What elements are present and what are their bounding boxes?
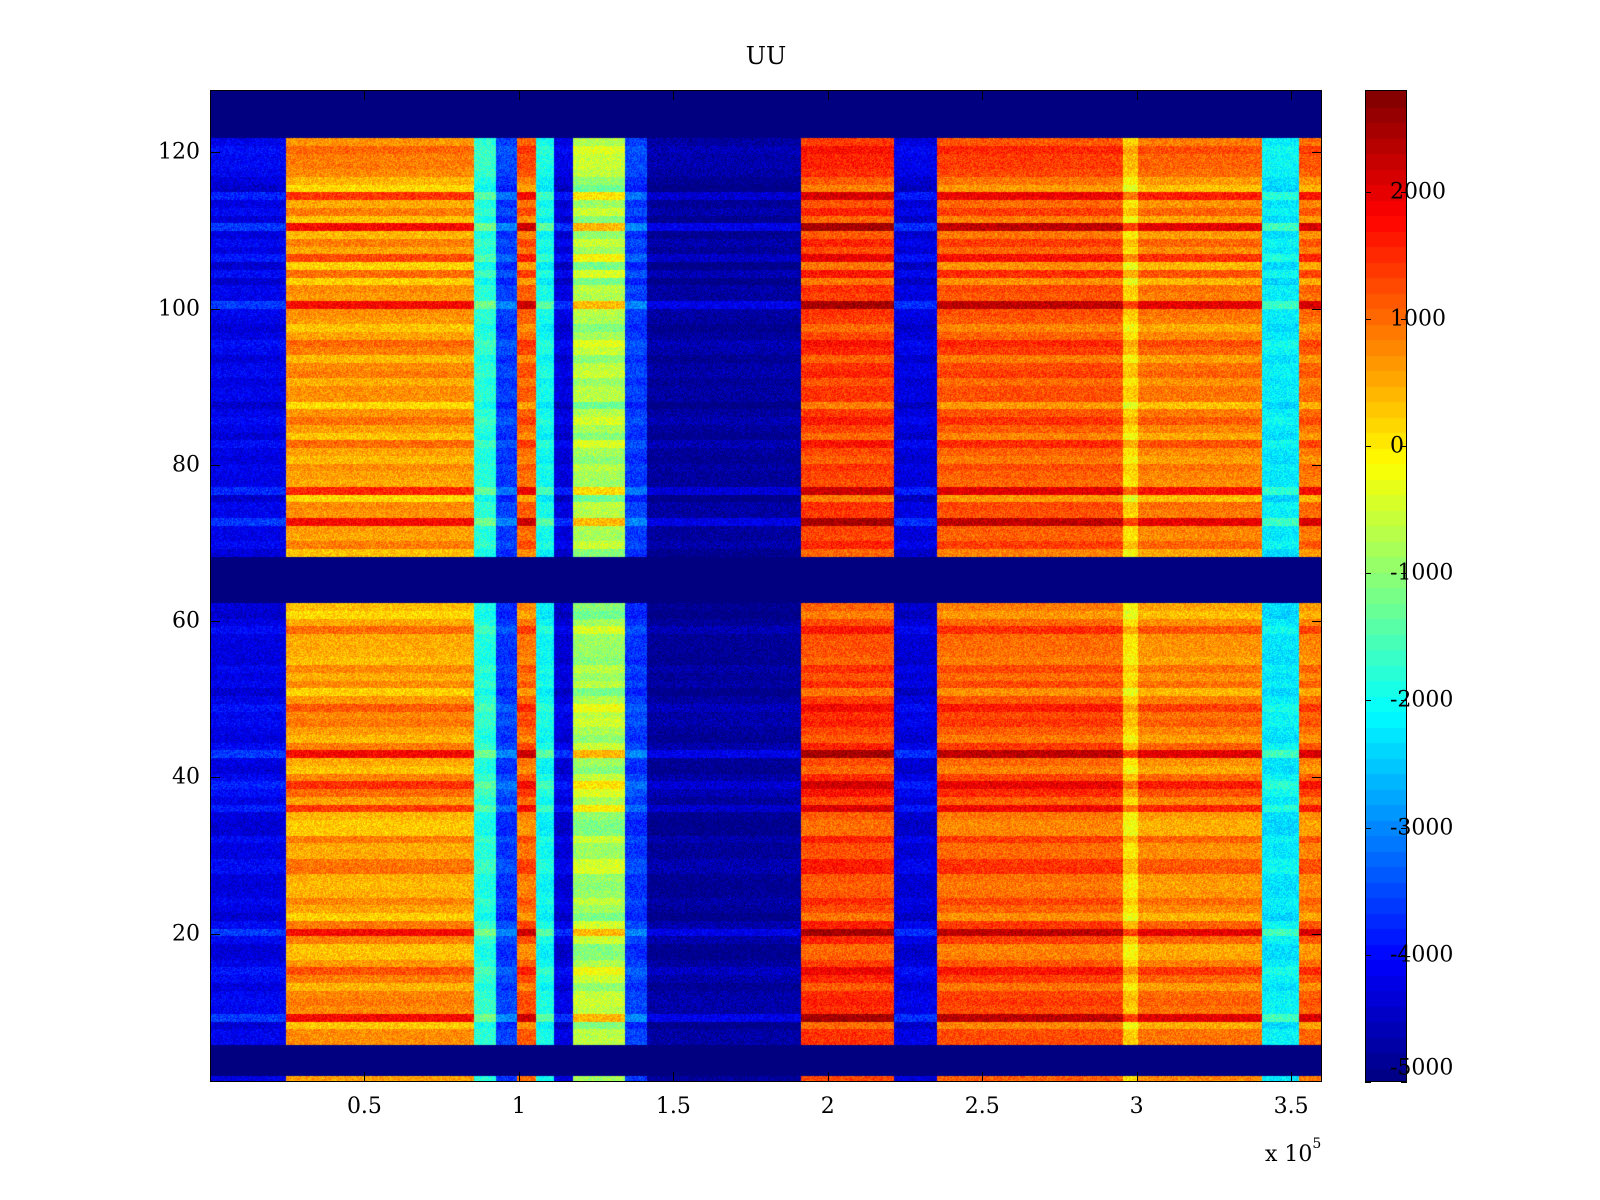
y-tick-mark-right [1312,777,1322,779]
y-tick-label: 100 [158,296,200,322]
x-tick-mark-top [364,90,366,100]
x-multiplier-exponent: 5 [1312,1136,1322,1152]
y-tick-label: 20 [172,921,200,947]
colorbar-tick-label: -3000 [1390,815,1454,841]
y-tick-label: 120 [158,139,200,165]
x-axis-multiplier: x 105 [1265,1136,1321,1167]
x-tick-label: 3 [1129,1094,1144,1119]
colorbar-tick-mark-right [1401,700,1407,702]
x-tick-mark-top [518,90,520,100]
heatmap-canvas [211,91,1321,1081]
colorbar-tick-label: -2000 [1390,687,1454,713]
x-tick-mark-top [1291,90,1293,100]
x-tick-label: 0.5 [346,1094,382,1119]
colorbar-tick-label: 1000 [1390,306,1446,332]
colorbar-tick-label: -1000 [1390,560,1454,586]
colorbar-tick-label: 2000 [1390,179,1446,205]
colorbar-tick-label: -4000 [1390,942,1454,968]
y-tick-mark [210,777,220,779]
x-multiplier-base: x 10 [1265,1142,1313,1167]
x-tick-label: 2.5 [964,1094,1000,1119]
colorbar-tick-mark [1365,446,1371,448]
y-tick-mark [210,308,220,310]
colorbar-tick-mark [1365,700,1371,702]
colorbar-tick-mark [1365,827,1371,829]
colorbar-tick-mark-right [1401,191,1407,193]
x-tick-label: 3.5 [1273,1094,1309,1119]
colorbar-tick-mark-right [1401,827,1407,829]
y-tick-mark [210,621,220,623]
colorbar-tick-label: -5000 [1390,1055,1454,1081]
chart-title: UU [745,42,787,70]
x-tick-mark-top [827,90,829,100]
heatmap-plot-area [210,90,1322,1082]
y-tick-mark-right [1312,933,1322,935]
y-tick-label: 80 [172,452,200,478]
y-tick-mark-right [1312,621,1322,623]
x-tick-label: 1.5 [655,1094,691,1119]
colorbar-tick-mark [1365,954,1371,956]
colorbar-tick-mark-right [1401,1082,1407,1083]
colorbar-gradient [1366,91,1406,1081]
x-tick-mark [518,1072,520,1082]
colorbar-tick-mark-right [1401,954,1407,956]
colorbar-tick-mark [1365,191,1371,193]
x-tick-mark-top [1136,90,1138,100]
y-tick-mark-right [1312,464,1322,466]
y-tick-mark [210,464,220,466]
y-tick-mark-right [1312,152,1322,154]
colorbar-tick-mark [1365,1082,1371,1083]
x-tick-mark [827,1072,829,1082]
colorbar-tick-mark [1365,573,1371,575]
colorbar-tick-mark-right [1401,318,1407,320]
x-tick-mark [673,1072,675,1082]
colorbar [1365,90,1407,1082]
y-tick-label: 60 [172,608,200,634]
x-tick-mark [1136,1072,1138,1082]
x-tick-label: 2 [820,1094,835,1119]
x-tick-mark-top [982,90,984,100]
x-tick-mark [1291,1072,1293,1082]
y-tick-label: 40 [172,764,200,790]
colorbar-tick-mark [1365,318,1371,320]
colorbar-tick-mark-right [1401,446,1407,448]
x-tick-mark-top [673,90,675,100]
y-tick-mark [210,152,220,154]
x-tick-label: 1 [511,1094,526,1119]
x-tick-mark [364,1072,366,1082]
x-tick-mark [982,1072,984,1082]
colorbar-tick-mark-right [1401,573,1407,575]
y-tick-mark-right [1312,308,1322,310]
colorbar-tick-label: 0 [1390,433,1404,459]
y-tick-mark [210,933,220,935]
